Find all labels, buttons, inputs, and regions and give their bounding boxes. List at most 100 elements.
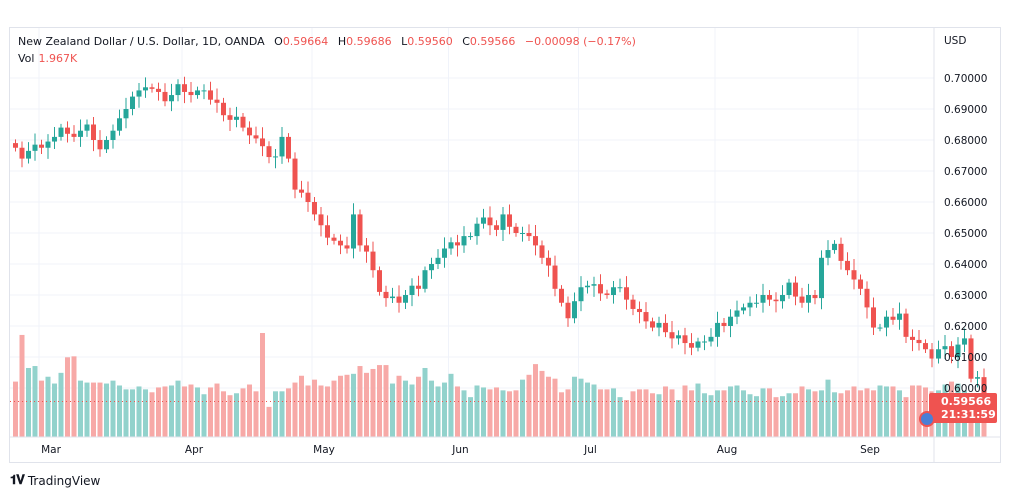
volume-bars xyxy=(13,333,987,437)
candle-body xyxy=(565,302,571,319)
volume-bar xyxy=(435,386,441,437)
volume-bar xyxy=(39,380,44,437)
candle-body xyxy=(624,287,629,300)
currency-label[interactable]: USD xyxy=(944,35,967,47)
us-flag-icon[interactable] xyxy=(919,411,935,427)
candle-body xyxy=(669,332,675,339)
candle-body xyxy=(351,214,356,249)
candle-body xyxy=(975,377,980,379)
candle-body xyxy=(455,242,460,246)
x-tick-label: Jul xyxy=(583,444,597,456)
volume-bar xyxy=(260,333,265,437)
volume-bar xyxy=(747,394,753,437)
candle-body xyxy=(676,335,681,339)
volume-label: Vol xyxy=(18,52,35,65)
volume-bar xyxy=(656,394,662,437)
candle-body xyxy=(91,124,96,140)
candle-body xyxy=(916,339,922,344)
candle-body xyxy=(760,295,766,303)
volume-bar xyxy=(253,391,259,437)
volume-bar xyxy=(695,383,701,437)
candle-body xyxy=(130,96,135,109)
volume-bar xyxy=(195,387,200,437)
volume-bar xyxy=(858,390,863,437)
volume-bar xyxy=(377,365,382,437)
candle-body xyxy=(689,343,694,348)
candle-body xyxy=(708,336,714,342)
volume-bar xyxy=(214,383,220,437)
candle-body xyxy=(754,302,759,304)
candle-body xyxy=(741,307,746,311)
volume-bar xyxy=(754,396,759,437)
volume-bar xyxy=(221,391,226,437)
volume-bar xyxy=(84,382,90,437)
volume-bar xyxy=(689,390,694,437)
candle-body xyxy=(182,84,187,92)
volume-bar xyxy=(910,385,915,437)
candle-body xyxy=(533,236,538,246)
candle-body xyxy=(156,88,161,92)
candle-body xyxy=(370,251,376,271)
candle-body xyxy=(968,338,974,379)
volume-bar xyxy=(175,380,181,437)
candle-body xyxy=(175,84,181,96)
volume-bar xyxy=(611,388,616,437)
volume-bar xyxy=(598,389,603,437)
candle-body xyxy=(45,141,51,148)
volume-bar xyxy=(266,406,272,437)
candle-body xyxy=(279,136,285,157)
volume-bar xyxy=(617,397,623,437)
y-tick-label: 0.68000 xyxy=(944,135,987,147)
volume-bar xyxy=(104,383,109,437)
candle-body xyxy=(247,127,252,136)
tradingview-branding[interactable]: 𝟏𝐕 TradingView xyxy=(10,473,100,488)
candle-body xyxy=(58,127,64,137)
candle-body xyxy=(240,116,246,128)
candle-body xyxy=(318,214,324,226)
low-value: 0.59560 xyxy=(407,35,453,48)
volume-bar xyxy=(331,380,337,437)
volume-bar xyxy=(546,376,551,437)
volume-bar xyxy=(487,389,493,437)
volume-bar xyxy=(838,393,844,437)
candle-body xyxy=(325,225,330,238)
volume-bar xyxy=(682,385,688,437)
volume-bar xyxy=(845,390,850,437)
candle-body xyxy=(494,225,499,230)
volume-bar xyxy=(279,391,285,437)
volume-bar xyxy=(767,388,772,437)
candle-body xyxy=(715,322,720,337)
candle-body xyxy=(903,313,909,337)
candle-body xyxy=(214,99,220,103)
candle-body xyxy=(721,322,727,326)
candle-body xyxy=(962,338,967,345)
candle-body xyxy=(728,316,733,326)
volume-bar xyxy=(565,389,571,437)
candle-body xyxy=(806,295,811,303)
candle-body xyxy=(97,140,103,150)
candle-body xyxy=(884,316,889,328)
volume-bar xyxy=(585,382,590,437)
candle-body xyxy=(78,130,83,137)
candle-body xyxy=(513,226,519,233)
volume-bar xyxy=(630,391,636,437)
candle-body xyxy=(773,299,779,302)
candle-body xyxy=(611,287,616,295)
candle-body xyxy=(799,296,805,303)
candle-body xyxy=(942,346,948,350)
ohlc-legend: New Zealand Dollar / U.S. Dollar, 1D, OA… xyxy=(18,35,636,48)
volume-bar xyxy=(169,385,174,437)
candle-body xyxy=(845,260,850,271)
volume-bar xyxy=(409,384,415,437)
high-label: H xyxy=(337,35,347,48)
volume-bar xyxy=(780,396,785,437)
volume-bar xyxy=(390,383,395,437)
candle-body xyxy=(468,236,473,238)
candle-body xyxy=(234,116,239,120)
chart-frame xyxy=(9,27,1001,463)
candle-body xyxy=(260,138,265,147)
volume-bar xyxy=(721,390,727,437)
volume-bar xyxy=(552,378,558,437)
candle-body xyxy=(474,223,480,237)
